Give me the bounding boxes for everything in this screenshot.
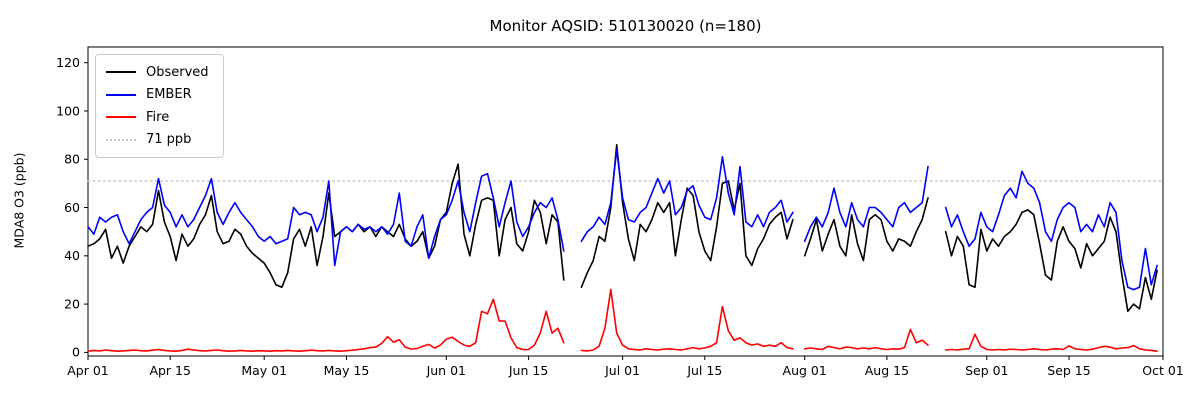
legend-item-71-ppb: 71 ppb <box>106 129 209 152</box>
series-line-fire <box>87 288 1158 352</box>
legend-item-fire: Fire <box>106 106 209 129</box>
legend-label: Observed <box>146 64 209 80</box>
x-tick-label: Jun 01 <box>426 363 466 378</box>
legend-box: Observed EMBER Fire 71 ppb <box>95 54 224 158</box>
legend-line-sample <box>106 71 136 74</box>
x-tick-label: Aug 01 <box>783 363 827 378</box>
legend-label: 71 ppb <box>146 132 192 148</box>
legend-item-observed: Observed <box>106 61 209 84</box>
series-line-ember <box>87 148 1158 291</box>
x-tick-label: Sep 01 <box>965 363 1008 378</box>
y-tick-label: 40 <box>64 248 80 263</box>
y-tick-label: 60 <box>64 200 80 215</box>
x-tick-label: Oct 01 <box>1142 363 1184 378</box>
x-tick-label: Sep 15 <box>1047 363 1090 378</box>
x-tick-label: May 15 <box>324 363 370 378</box>
x-tick-label: May 01 <box>241 363 287 378</box>
legend-label: Fire <box>146 109 170 125</box>
x-tick-label: Apr 15 <box>149 363 191 378</box>
y-tick-label: 0 <box>72 345 80 360</box>
series-line-observed <box>87 144 1158 313</box>
x-tick-label: Jul 15 <box>686 363 722 378</box>
legend-line-sample <box>106 93 136 96</box>
y-tick-label: 20 <box>64 296 80 311</box>
legend-line-sample <box>106 116 136 119</box>
legend-item-ember: EMBER <box>106 84 209 107</box>
x-tick-label: Jul 01 <box>604 363 640 378</box>
y-tick-label: 80 <box>64 152 80 167</box>
x-tick-label: Jun 15 <box>508 363 548 378</box>
x-tick-label: Aug 15 <box>865 363 909 378</box>
x-tick-label: Apr 01 <box>67 363 109 378</box>
legend-label: EMBER <box>146 87 192 103</box>
y-tick-label: 120 <box>56 55 80 70</box>
chart-title: Monitor AQSID: 510130020 (n=180) <box>489 17 762 35</box>
plot-border <box>87 46 1164 357</box>
y-tick-label: 100 <box>56 103 80 118</box>
legend-line-sample <box>106 138 136 141</box>
